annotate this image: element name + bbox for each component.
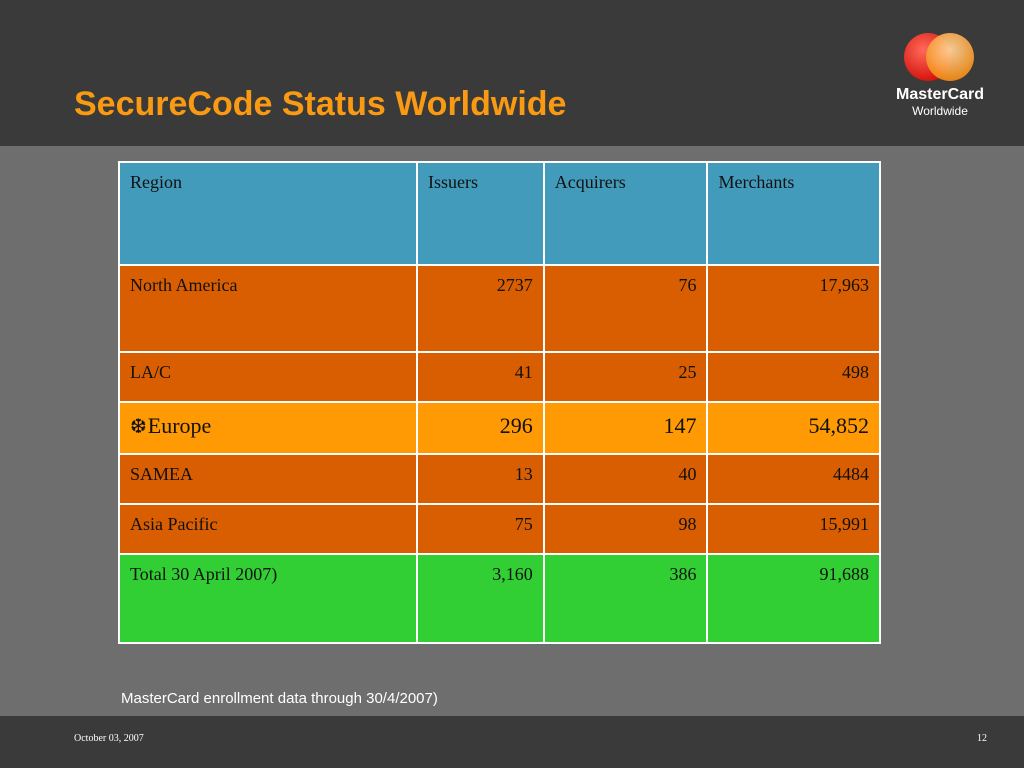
merchants-cell: 4484: [706, 453, 881, 505]
merchants-value: 15,991: [819, 514, 870, 534]
acquirers-value: 76: [678, 275, 697, 295]
logo-wordmark: MasterCard: [895, 86, 985, 103]
table-row: SAMEA 13 40 4484: [118, 453, 881, 505]
footnote: MasterCard enrollment data through 30/4/…: [121, 690, 438, 707]
issuers-cell: 75: [415, 503, 545, 555]
total-row: Total 30 April 2007) 3,160 386 91,688: [118, 553, 881, 644]
mastercard-logo: MasterCard Worldwide: [884, 30, 1004, 126]
snowflake-bullet-icon: ❆: [130, 416, 147, 438]
region-label: North America: [130, 275, 238, 295]
acquirers-cell: 98: [542, 503, 709, 555]
region-cell: ❆Europe: [118, 401, 418, 455]
table-row: ❆Europe 296 147 54,852: [118, 401, 881, 455]
column-header: Region: [118, 161, 418, 266]
acquirers-value: 147: [663, 413, 697, 438]
page-number: 12: [977, 733, 987, 744]
merchants-cell: 15,991: [706, 503, 881, 555]
region-cell: Total 30 April 2007): [118, 553, 418, 644]
region-cell: North America: [118, 264, 418, 353]
region-label: Total 30 April 2007): [130, 564, 278, 584]
issuers-value: 2737: [496, 275, 533, 295]
issuers-cell: 2737: [415, 264, 545, 353]
merchants-value: 91,688: [819, 564, 870, 584]
merchants-cell: 91,688: [706, 553, 881, 644]
title-bar: SecureCode Status Worldwide MasterCard W…: [0, 0, 1024, 146]
merchants-cell: 54,852: [706, 401, 881, 455]
slide-title: SecureCode Status Worldwide: [74, 85, 567, 123]
merchants-value: 4484: [833, 464, 869, 484]
slide-date: October 03, 2007: [74, 733, 144, 744]
issuers-cell: 3,160: [415, 553, 545, 644]
region-cell: LA/C: [118, 351, 418, 403]
table-row: Asia Pacific 75 98 15,991: [118, 503, 881, 555]
region-label: Europe: [147, 413, 212, 438]
region-label: LA/C: [130, 362, 172, 382]
acquirers-cell: 25: [542, 351, 709, 403]
acquirers-cell: 76: [542, 264, 709, 353]
region-label: SAMEA: [130, 464, 194, 484]
acquirers-value: 25: [678, 362, 697, 382]
column-header: Merchants: [706, 161, 881, 266]
acquirers-value: 98: [678, 514, 697, 534]
table-row: LA/C 41 25 498: [118, 351, 881, 403]
acquirers-cell: 40: [542, 453, 709, 505]
acquirers-cell: 386: [542, 553, 709, 644]
table-row: North America 2737 76 17,963: [118, 264, 881, 353]
acquirers-value: 40: [678, 464, 697, 484]
acquirers-cell: 147: [542, 401, 709, 455]
merchants-cell: 498: [706, 351, 881, 403]
issuers-cell: 296: [415, 401, 545, 455]
column-header: Acquirers: [542, 161, 709, 266]
issuers-value: 13: [514, 464, 533, 484]
securecode-table: Region Issuers Acquirers Merchants North…: [118, 161, 881, 644]
merchants-value: 54,852: [808, 413, 870, 438]
region-cell: SAMEA: [118, 453, 418, 505]
footer-bar: October 03, 2007 12: [0, 716, 1024, 768]
issuers-value: 296: [499, 413, 533, 438]
region-label: Asia Pacific: [130, 514, 218, 534]
mastercard-circles-icon: [904, 33, 974, 81]
issuers-cell: 13: [415, 453, 545, 505]
issuers-value: 3,160: [492, 564, 533, 584]
merchants-value: 17,963: [819, 275, 870, 295]
acquirers-value: 386: [669, 564, 697, 584]
issuers-value: 75: [514, 514, 533, 534]
merchants-cell: 17,963: [706, 264, 881, 353]
region-cell: Asia Pacific: [118, 503, 418, 555]
table-header-row: Region Issuers Acquirers Merchants: [118, 161, 881, 266]
merchants-value: 498: [842, 362, 869, 382]
issuers-value: 41: [514, 362, 533, 382]
column-header: Issuers: [415, 161, 545, 266]
issuers-cell: 41: [415, 351, 545, 403]
logo-tagline: Worldwide: [912, 104, 968, 118]
